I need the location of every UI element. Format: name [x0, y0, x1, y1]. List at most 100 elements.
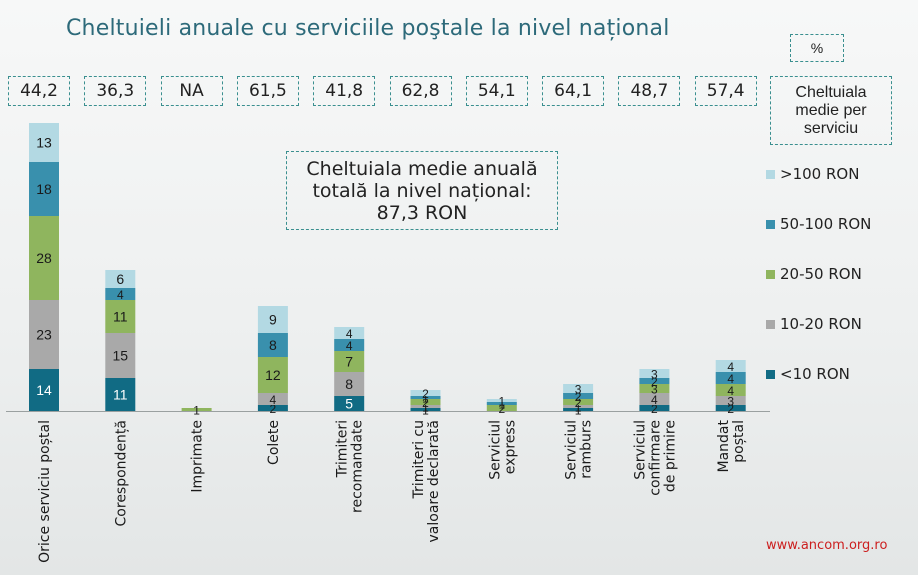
bar-segment	[486, 405, 517, 411]
bar-segment	[639, 384, 670, 393]
data-label: 1	[575, 401, 582, 415]
legend-label: 50-100 RON	[780, 215, 872, 233]
data-label: 11	[113, 309, 128, 325]
data-label: 4	[727, 360, 734, 374]
average-value-box: 48,7	[618, 76, 681, 106]
data-label: 2	[422, 396, 429, 410]
average-value-box: 54,1	[465, 76, 528, 106]
legend-item: 10-20 RON	[766, 315, 862, 333]
data-label: 11	[113, 387, 128, 403]
data-label: 1	[422, 404, 429, 418]
bar-segment	[257, 393, 288, 405]
bar-segment	[105, 378, 136, 411]
data-label: 9	[269, 312, 277, 328]
legend-item: 20-50 RON	[766, 265, 862, 283]
data-label: 3	[727, 395, 734, 409]
data-label: 2	[270, 402, 277, 416]
bar-segment	[563, 405, 594, 408]
category-label: Colete	[266, 420, 282, 465]
category-label: Serviciul	[487, 420, 503, 480]
bar-segment	[29, 300, 59, 369]
data-label: 4	[270, 393, 277, 407]
bar-segment	[29, 369, 59, 411]
data-label: 2	[422, 387, 429, 401]
bar-segment	[715, 372, 746, 384]
bar-segment	[715, 360, 746, 372]
bar-segment	[29, 162, 59, 216]
category-label: Orice serviciu poștal	[37, 420, 53, 563]
bar-segment	[257, 306, 288, 333]
bar-segment	[715, 384, 746, 396]
data-label: 2	[651, 375, 658, 389]
average-value-box: 41,8	[313, 76, 376, 106]
bar-segment	[410, 396, 441, 399]
data-label: 4	[346, 339, 353, 353]
bar-segment	[29, 123, 59, 162]
total-average-line2: totală la nivel național:	[312, 179, 532, 202]
category-label: Trimiteri cu	[411, 420, 427, 499]
data-label: 1	[575, 404, 582, 418]
legend-swatch	[766, 369, 775, 379]
data-label: 18	[36, 181, 52, 197]
data-label: 23	[36, 327, 52, 343]
average-value-box: 61,5	[236, 76, 299, 106]
data-label: 13	[36, 135, 52, 151]
data-label: 1	[498, 398, 505, 412]
bar-segment	[639, 369, 670, 378]
data-label: 1	[422, 401, 429, 415]
chart-title: Cheltuieli anuale cu serviciile poştale …	[66, 16, 670, 41]
data-label: 4	[727, 384, 734, 398]
data-label: 8	[345, 376, 353, 392]
bar-segment	[486, 402, 517, 405]
average-value-box: NA	[160, 76, 223, 106]
bar-segment	[563, 399, 594, 405]
legend-label: 10-20 RON	[780, 315, 862, 333]
source-link[interactable]: www.ancom.org.ro	[766, 538, 888, 553]
category-label: Corespondență	[113, 420, 129, 526]
data-label: 1	[193, 404, 200, 418]
bar-segment	[410, 390, 441, 396]
average-value-box: 44,2	[8, 76, 70, 106]
data-label: 14	[36, 382, 52, 398]
legend-label: 20-50 RON	[780, 265, 862, 283]
bar-segment	[334, 351, 365, 372]
data-label: 1	[498, 395, 505, 409]
data-label: 3	[651, 383, 658, 397]
legend-swatch	[766, 319, 775, 329]
category-label: valoare declarată	[426, 420, 442, 542]
data-label: 3	[575, 383, 582, 397]
average-value-box: 36,3	[84, 76, 147, 106]
bar-segment	[486, 399, 517, 402]
average-label-box: Cheltuiala medie per serviciu	[770, 76, 892, 145]
category-label: Trimiteri	[335, 420, 351, 478]
legend-item: 50-100 RON	[766, 215, 871, 233]
category-label: poștal	[731, 420, 747, 463]
category-label: Mandat	[716, 420, 732, 473]
category-label: Serviciul	[564, 420, 580, 480]
bar-segment	[334, 339, 365, 351]
category-label: confirmare	[647, 420, 663, 496]
bar-segment	[334, 372, 365, 396]
data-label: 3	[651, 368, 658, 382]
data-label: 5	[345, 396, 353, 412]
category-label: express	[502, 420, 518, 474]
data-label: 2	[575, 396, 582, 410]
bar-segment	[181, 408, 212, 411]
bar-segment	[105, 300, 136, 333]
bar-segment	[257, 357, 288, 393]
average-value-box: 57,4	[694, 76, 757, 106]
bar-segment	[105, 288, 136, 300]
bar-segment	[257, 333, 288, 357]
data-label: 8	[269, 337, 277, 353]
category-label: recomandate	[350, 420, 366, 513]
bar-segment	[105, 270, 136, 288]
data-label: 4	[117, 288, 124, 302]
bar-segment	[29, 216, 59, 300]
data-label: 2	[651, 402, 658, 416]
category-label: Serviciul	[632, 420, 648, 480]
average-value-box: 62,8	[389, 76, 452, 106]
bar-segment	[410, 399, 441, 405]
legend-swatch	[766, 169, 775, 179]
data-label: 2	[727, 402, 734, 416]
